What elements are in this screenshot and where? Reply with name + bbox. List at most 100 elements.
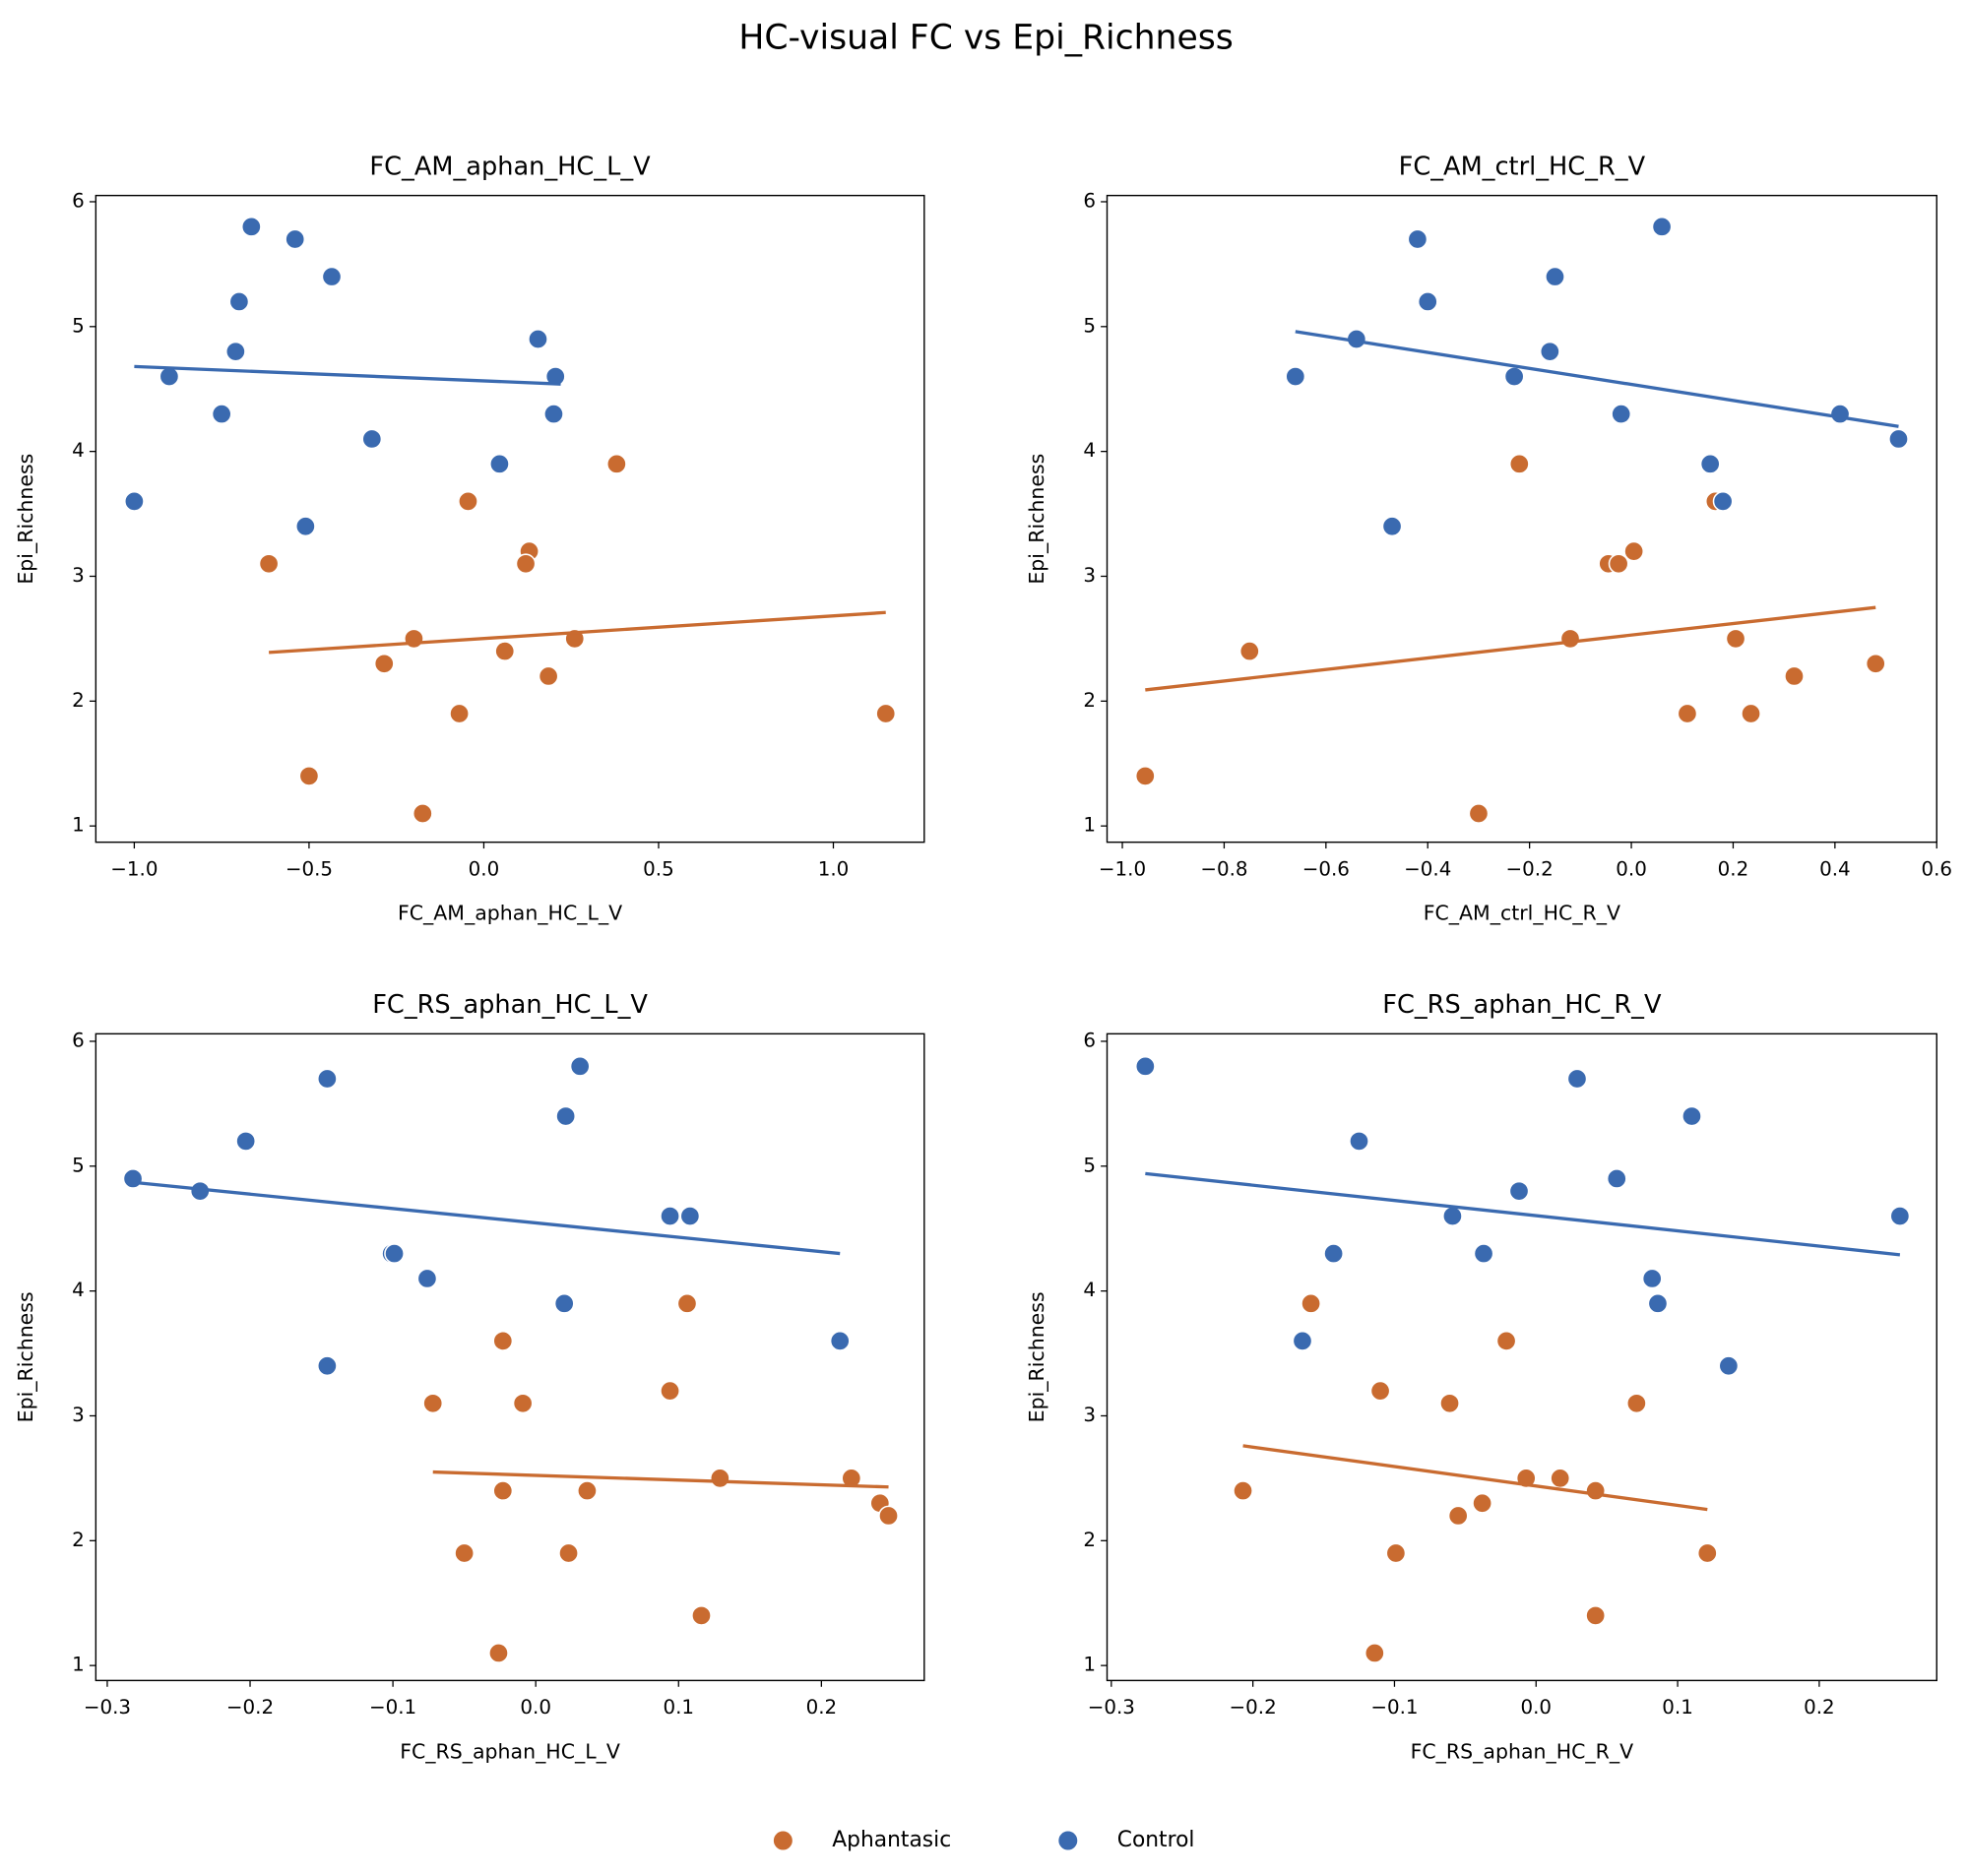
x-tick-label: −0.2 [1230, 1696, 1277, 1719]
data-point [569, 1055, 591, 1077]
data-point [558, 1542, 579, 1564]
data-point [412, 803, 433, 824]
y-tick-label: 4 [72, 1279, 85, 1301]
x-axis-label: FC_RS_aphan_HC_R_V [1411, 1739, 1634, 1763]
data-point [1550, 1468, 1571, 1489]
data-point [1364, 1643, 1385, 1663]
data-point [1495, 1330, 1517, 1351]
axes-frame [1106, 1032, 1937, 1682]
data-point [1718, 1355, 1740, 1377]
data-point [488, 1643, 509, 1663]
fit-line [1145, 605, 1876, 692]
x-tick-label: −0.3 [1088, 1696, 1135, 1719]
data-point [1681, 1105, 1702, 1127]
data-point [1712, 491, 1734, 512]
data-point [660, 1206, 680, 1226]
axes-frame [95, 194, 925, 844]
data-point [449, 703, 470, 724]
data-point [553, 1292, 575, 1314]
subplot-title: FC_AM_aphan_HC_L_V [369, 152, 651, 181]
data-point [124, 491, 145, 512]
data-point [1238, 641, 1260, 661]
data-point [1611, 404, 1632, 424]
data-point [316, 1068, 338, 1090]
fit-line [1295, 330, 1899, 428]
data-point [1641, 1268, 1663, 1289]
subplot-title: FC_RS_aphan_HC_L_V [372, 990, 648, 1020]
data-point [543, 404, 564, 424]
y-tick-label: 5 [1083, 1154, 1096, 1176]
data-point [1442, 1206, 1463, 1226]
data-point [1539, 341, 1560, 362]
data-point [1865, 653, 1886, 674]
y-tick-label: 5 [72, 1154, 85, 1176]
y-tick-label: 5 [1083, 314, 1096, 337]
data-point [1889, 1206, 1911, 1226]
y-tick-label: 1 [1083, 814, 1096, 837]
y-tick-label: 4 [1083, 1279, 1096, 1301]
x-tick-label: −0.6 [1302, 857, 1350, 880]
y-axis-label: Epi_Richness [1025, 454, 1048, 585]
plot-area [1107, 1033, 1937, 1681]
y-tick-label: 1 [72, 814, 85, 837]
x-axis-label: FC_AM_aphan_HC_L_V [398, 902, 622, 925]
data-point [1447, 1505, 1469, 1527]
x-tick-label: 0.2 [1804, 1696, 1835, 1719]
data-point [1626, 1393, 1647, 1414]
data-point [1233, 1480, 1253, 1501]
data-point [1134, 1055, 1156, 1077]
data-point [454, 1542, 476, 1564]
data-point [1407, 228, 1428, 250]
data-point [841, 1468, 862, 1489]
y-tick-label: 3 [1083, 1404, 1096, 1426]
y-tick-label: 6 [72, 189, 85, 212]
x-tick-label: −0.1 [369, 1696, 416, 1719]
data-point [1677, 703, 1698, 724]
data-point [321, 266, 343, 287]
data-point [1623, 540, 1645, 562]
y-tick-label: 6 [72, 1029, 85, 1051]
data-point [1503, 366, 1525, 387]
subplot-title: FC_RS_aphan_HC_R_V [1382, 990, 1662, 1020]
x-tick-label: −0.8 [1200, 857, 1247, 880]
data-point [416, 1268, 438, 1289]
data-point [1545, 266, 1565, 287]
data-point [384, 1243, 405, 1264]
data-point [492, 1330, 514, 1351]
data-point [458, 491, 478, 512]
y-tick-label: 3 [72, 564, 85, 587]
subplot-title: FC_AM_ctrl_HC_R_V [1399, 152, 1646, 181]
x-axis-label: FC_RS_aphan_HC_L_V [400, 1739, 620, 1763]
y-tick-label: 3 [1083, 564, 1096, 587]
data-point [676, 1292, 698, 1314]
data-point [691, 1605, 712, 1626]
data-point [1381, 516, 1403, 537]
data-point [1699, 453, 1721, 474]
data-point [159, 366, 180, 387]
data-point [1585, 1605, 1607, 1626]
fit-line [432, 1470, 889, 1489]
data-point [1473, 1243, 1494, 1264]
data-point [1292, 1330, 1313, 1351]
data-point [709, 1468, 730, 1489]
data-point [1606, 1168, 1627, 1189]
y-tick-label: 2 [72, 1529, 85, 1551]
x-tick-label: 0.6 [1921, 857, 1952, 880]
x-tick-label: −1.0 [1099, 857, 1146, 880]
data-point [361, 428, 383, 450]
data-point [211, 404, 232, 424]
data-point [1696, 1542, 1718, 1564]
y-axis-label: Epi_Richness [14, 1291, 37, 1422]
y-tick-label: 5 [72, 314, 85, 337]
legend-label: Aphantasic [832, 1828, 951, 1852]
data-point [404, 628, 424, 650]
data-point [660, 1380, 680, 1402]
x-tick-label: −0.1 [1370, 1696, 1418, 1719]
data-point [1301, 1292, 1321, 1314]
data-point [1566, 1068, 1588, 1090]
data-point [555, 1105, 577, 1127]
plot-area [1107, 195, 1937, 843]
data-point [1508, 453, 1530, 474]
x-tick-label: −1.0 [110, 857, 158, 880]
